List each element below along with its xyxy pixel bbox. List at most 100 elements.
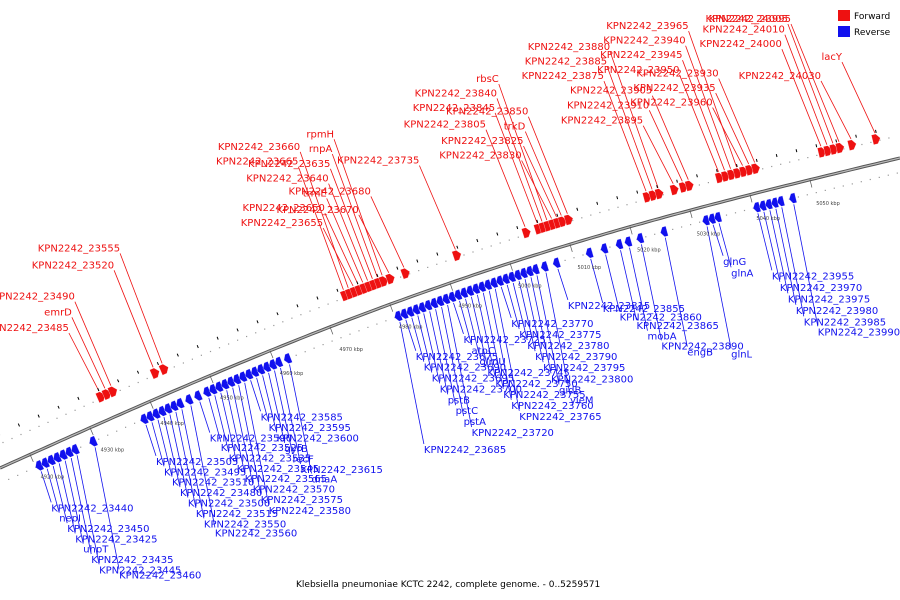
forward-track-dot (255, 332, 257, 334)
forward-gene-arrow (835, 142, 845, 154)
forward-track-dot (771, 165, 773, 168)
reverse-gene-label: KPN2242_23860 (620, 313, 702, 324)
legend-reverse-label: Reverse (854, 28, 891, 38)
scale-label: 4930 kbp (101, 448, 125, 454)
forward-track-dot (137, 381, 139, 384)
reverse-gene-label: KPN2242_23590 (210, 434, 292, 445)
reverse-track-dot (815, 192, 817, 194)
reverse-leader-line (557, 268, 569, 301)
reverse-gene-label: KPN2242_23480 (180, 488, 262, 499)
reverse-track-dot (609, 246, 611, 248)
reverse-gene-label: KPN2242_23720 (472, 428, 554, 439)
reverse-gene-arrow (714, 211, 723, 223)
forward-track-dot (707, 182, 709, 184)
reverse-gene-arrow (448, 291, 457, 303)
reverse-leader-line (169, 414, 189, 498)
reverse-gene-label: KPN2242_23600 (277, 433, 359, 444)
reverse-gene-label: mobA (648, 332, 677, 343)
forward-leader-line (648, 110, 683, 182)
reverse-track-dot (349, 333, 351, 335)
forward-gene-label: KPN2242_24030 (739, 71, 821, 82)
forward-leader-line (358, 214, 390, 273)
reverse-leader-line (250, 380, 261, 412)
reverse-leader-line (40, 471, 52, 503)
scale-tick (809, 179, 813, 188)
reverse-leader-line (145, 424, 157, 457)
forward-leader-line (820, 80, 852, 140)
reverse-leader-line (208, 397, 222, 442)
forward-leader-line (324, 213, 359, 285)
forward-gene-label: KPN2242_24000 (700, 39, 782, 50)
reverse-gene-arrow (244, 368, 254, 380)
forward-track-dot (870, 141, 872, 143)
reverse-leader-line (447, 304, 472, 428)
forward-track-dot (888, 137, 890, 139)
reverse-gene-arrow (209, 383, 218, 395)
forward-track-dot (336, 300, 338, 302)
reverse-gene-arrow (513, 269, 523, 281)
track-tick (236, 328, 239, 332)
forward-gene-label: KPN2242_23850 (446, 107, 528, 118)
forward-gene-label: KPN2242_23875 (522, 71, 604, 82)
track-tick (57, 405, 60, 409)
track-tick (516, 226, 519, 230)
forward-leader-line (119, 253, 163, 364)
forward-track-dot (20, 433, 22, 436)
reverse-gene-arrow (477, 281, 487, 293)
reverse-gene-arrow (53, 451, 63, 463)
forward-leader-line (784, 34, 828, 145)
reverse-gene-label: KPN2242_23460 (119, 570, 201, 581)
legend-forward-label: Forward (854, 12, 890, 22)
forward-leader-line (688, 30, 737, 168)
reverse-gene-arrow (283, 352, 293, 364)
forward-track-dot (38, 425, 40, 427)
reverse-track-dot (878, 176, 880, 178)
reverse-gene-label: KPN2242_23890 (661, 341, 743, 352)
reverse-leader-line (763, 211, 781, 282)
reverse-leader-line (524, 279, 544, 363)
forward-gene-label: KPN2242_23940 (603, 36, 685, 47)
reverse-leader-line (518, 281, 536, 352)
forward-leader-line (74, 301, 112, 386)
forward-track-dot (508, 239, 510, 241)
reverse-leader-line (769, 210, 789, 294)
reverse-gene-arrow (158, 405, 168, 417)
reverse-gene-label: yieM (570, 396, 593, 407)
forward-gene-label: KPN2242_23655 (241, 218, 323, 229)
forward-leader-line (523, 145, 557, 218)
reverse-gene-arrow (394, 310, 403, 322)
track-tick (736, 163, 738, 168)
forward-gene-label: KPN2242_23945 (600, 50, 682, 61)
forward-gene-label: trmE (303, 188, 327, 199)
forward-track-dot (472, 251, 474, 253)
track-tick (216, 336, 219, 340)
reverse-track-dot (17, 474, 19, 476)
reverse-track-dot (295, 354, 297, 356)
reverse-track-dot (125, 426, 127, 428)
forward-track-dot (463, 254, 465, 256)
forward-track-dot (83, 405, 85, 407)
reverse-gene-arrow (41, 456, 51, 469)
reverse-gene-label: KPN2242_23450 (67, 524, 149, 535)
reverse-gene-label: KPN2242_23760 (511, 401, 593, 412)
forward-leader-line (712, 107, 743, 166)
track-tick (556, 213, 559, 217)
reverse-gene-arrow (262, 361, 272, 373)
scale-label: 5040 kbp (756, 216, 780, 222)
reverse-leader-line (712, 224, 724, 256)
scale-label: 4960 kbp (280, 371, 304, 377)
forward-track-dot (218, 347, 221, 349)
reverse-gene-label: pstA (464, 417, 486, 428)
track-tick (755, 158, 758, 163)
forward-gene-arrow (847, 139, 857, 151)
reverse-leader-line (399, 321, 425, 445)
reverse-gene-arrow (788, 192, 798, 204)
reverse-gene-arrow (185, 393, 194, 405)
forward-leader-line (715, 92, 750, 165)
forward-leader-line (333, 139, 383, 276)
track-tick (855, 134, 857, 138)
forward-track-dot (200, 354, 202, 356)
reverse-gene-arrow (501, 273, 511, 285)
reverse-gene-arrow (238, 371, 248, 383)
reverse-gene-arrow (708, 213, 717, 225)
